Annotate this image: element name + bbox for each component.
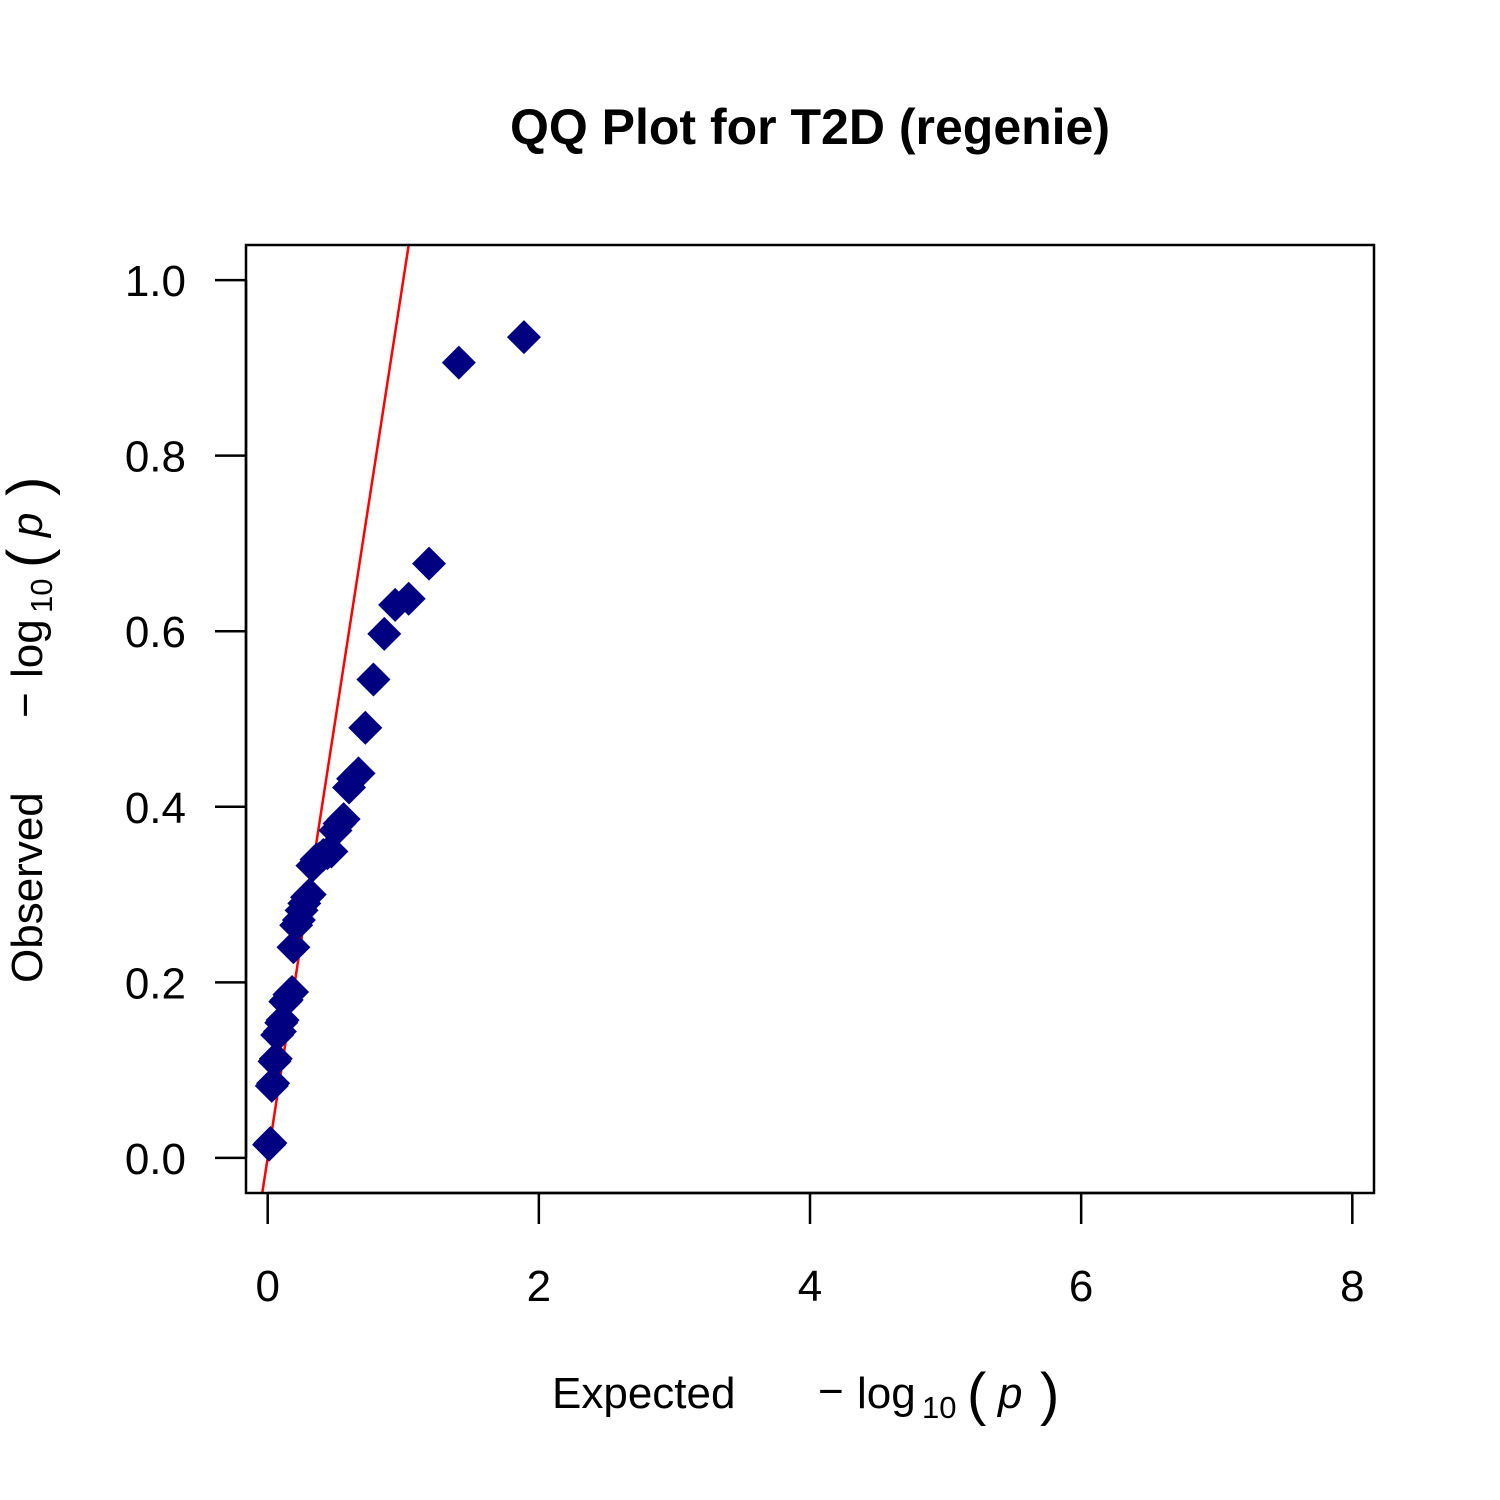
x-tick-label: 2	[527, 1262, 551, 1311]
chart-title: QQ Plot for T2D (regenie)	[510, 99, 1110, 155]
data-point	[276, 930, 311, 965]
x-axis-label-word: Expected	[552, 1369, 735, 1418]
y-axis: 0.0 0.2 0.4 0.6 0.8 1.0	[125, 257, 248, 1184]
reference-line	[261, 245, 410, 1193]
y-axis-label-open-paren: (	[0, 549, 61, 568]
data-point	[332, 770, 367, 805]
y-tick-label: 0.2	[125, 959, 186, 1008]
y-tick-label: 0.0	[125, 1135, 186, 1184]
data-point	[260, 1018, 295, 1052]
x-tick-label: 6	[1069, 1262, 1093, 1311]
y-axis-label-var: p	[3, 513, 52, 539]
y-axis-label-word: Observed	[3, 792, 52, 983]
y-axis-label-close-paren: )	[0, 477, 61, 496]
data-point	[252, 1127, 287, 1162]
x-axis-label-base: 10	[922, 1390, 956, 1425]
data-point	[295, 848, 330, 883]
data-point	[254, 1068, 289, 1103]
x-axis-label-log: log	[857, 1369, 916, 1418]
data-point	[506, 320, 541, 355]
x-tick-label: 8	[1340, 1262, 1364, 1311]
data-point	[348, 710, 383, 745]
data-point	[412, 546, 447, 581]
y-axis-label-base: 10	[24, 579, 59, 613]
y-tick-label: 1.0	[125, 257, 186, 306]
x-axis: 0 2 4 6 8	[255, 1191, 1365, 1311]
x-tick-label: 0	[255, 1262, 279, 1311]
data-point	[367, 616, 402, 651]
data-point	[279, 908, 314, 943]
x-axis-label: Expected − log 10 ( p )	[552, 1362, 1059, 1427]
x-axis-label-open-paren: (	[967, 1362, 986, 1427]
x-axis-label-close-paren: )	[1040, 1362, 1059, 1427]
y-axis-label-minus: −	[1, 692, 50, 718]
x-axis-label-minus: −	[818, 1367, 844, 1416]
y-tick-label: 0.4	[125, 784, 186, 833]
data-points	[252, 320, 541, 1162]
data-point	[356, 662, 391, 697]
data-point	[378, 587, 413, 622]
x-axis-label-var: p	[996, 1369, 1022, 1418]
y-tick-label: 0.8	[125, 433, 186, 482]
data-point	[257, 1044, 292, 1079]
data-point	[441, 345, 476, 380]
y-tick-label: 0.6	[125, 608, 186, 657]
x-tick-label: 4	[798, 1262, 822, 1311]
plot-frame	[244, 243, 1376, 1195]
y-axis-label-log: log	[3, 619, 52, 678]
y-axis-label: Observed − log 10 ( p )	[0, 477, 61, 983]
